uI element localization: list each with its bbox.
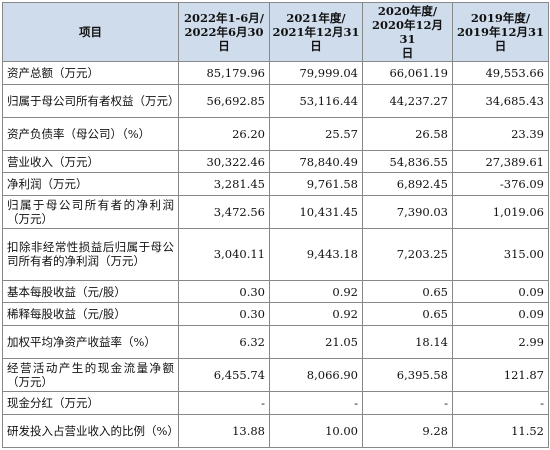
row-label: 基本每股收益（元/股） <box>2 279 179 304</box>
row-label: 营业收入（万元） <box>2 149 179 174</box>
table-row: 资产负债率（母公司）（%） 26.20 25.57 26.58 23.39 <box>2 116 549 151</box>
table-cell: 6.32 <box>178 325 270 360</box>
table-cell: 56,692.85 <box>178 83 270 118</box>
table-row: 归属于母公司所有者权益（万元） 56,692.85 53,116.44 44,237.… <box>2 83 549 118</box>
table-cell: 49,553.66 <box>452 61 549 85</box>
table-cell: 18.14 <box>362 325 453 360</box>
table-row: 营业收入（万元） 30,322.46 78,840.49 54,836.55 27,38… <box>2 149 549 174</box>
table-cell: 315.00 <box>452 228 549 281</box>
table-cell: -376.09 <box>452 172 549 197</box>
table-cell: 10,431.45 <box>269 195 363 230</box>
table-cell: 11.52 <box>452 413 549 449</box>
table-cell: 53,116.44 <box>269 83 363 118</box>
table-cell: - <box>269 391 363 415</box>
table-cell: 66,061.19 <box>362 61 453 85</box>
table-row: 扣除非经常性损益后归属于母公司所有者的净利润（万元） 3,040.11 9,443.… <box>2 228 549 281</box>
row-label: 加权平均净资产收益率（%） <box>2 325 179 360</box>
table-row: 经营活动产生的现金流量净额（万元） 6,455.74 8,066.90 6,395.5… <box>2 358 549 393</box>
table-row: 资产总额（万元） 85,179.96 79,999.04 66,061.19 49,55… <box>2 61 549 85</box>
table-cell: 0.92 <box>269 302 363 327</box>
table-cell: 0.92 <box>269 279 363 304</box>
column-header-period: 2022年1-6月/2022年6月30 日 <box>178 2 270 62</box>
table-cell: 0.65 <box>362 279 453 304</box>
table-cell: 23.39 <box>452 116 549 151</box>
table-cell: 27,389.61 <box>452 149 549 174</box>
header-row: 项目 2022年1-6月/2022年6月30 日 2021年度/2021年12月3… <box>2 2 549 62</box>
header-line: 2021年度/2021年12月31 日 <box>272 11 360 53</box>
table-cell: 1,019.06 <box>452 195 549 230</box>
table-row: 稀释每股收益（元/股） 0.30 0.92 0.65 0.09 <box>2 302 549 327</box>
table-row: 加权平均净资产收益率（%） 6.32 21.05 18.14 2.99 <box>2 325 549 360</box>
table-cell: 3,040.11 <box>178 228 270 281</box>
table-cell: 7,203.25 <box>362 228 453 281</box>
table-cell: 0.09 <box>452 279 549 304</box>
row-label: 资产总额（万元） <box>2 61 179 85</box>
table-row: 现金分红（万元） - - - - <box>2 391 549 415</box>
table-cell: 9,761.58 <box>269 172 363 197</box>
table-cell: 2.99 <box>452 325 549 360</box>
table-cell: 6,892.45 <box>362 172 453 197</box>
row-label: 经营活动产生的现金流量净额（万元） <box>2 358 179 393</box>
column-header-period: 2021年度/2021年12月31 日 <box>269 2 363 62</box>
table-cell: 6,395.58 <box>362 358 453 393</box>
table-cell: 10.00 <box>269 413 363 449</box>
table-cell: - <box>178 391 270 415</box>
table-cell: 30,322.46 <box>178 149 270 174</box>
table-row: 研发投入占营业收入的比例（%） 13.88 10.00 9.28 11.52 <box>2 413 549 449</box>
table-cell: 3,281.45 <box>178 172 270 197</box>
table-cell: - <box>362 391 453 415</box>
table-cell: 7,390.03 <box>362 195 453 230</box>
table-cell: 0.30 <box>178 279 270 304</box>
table-row: 净利润（万元） 3,281.45 9,761.58 6,892.45 -376.09 <box>2 172 549 197</box>
header-line: 2022年1-6月/2022年6月30 日 <box>184 11 264 53</box>
row-label: 归属于母公司所有者的净利润（万元） <box>2 195 179 230</box>
column-header-period: 2019年度/2019年12月31 日 <box>452 2 549 62</box>
table-cell: 26.20 <box>178 116 270 151</box>
table-row: 基本每股收益（元/股） 0.30 0.92 0.65 0.09 <box>2 279 549 304</box>
table-cell: 0.30 <box>178 302 270 327</box>
table-cell: - <box>452 391 549 415</box>
table-cell: 21.05 <box>269 325 363 360</box>
table-cell: 26.58 <box>362 116 453 151</box>
row-label: 资产负债率（母公司）（%） <box>2 116 179 151</box>
table-row: 归属于母公司所有者的净利润（万元） 3,472.56 10,431.45 7,390.… <box>2 195 549 230</box>
row-label: 扣除非经常性损益后归属于母公司所有者的净利润（万元） <box>2 228 179 281</box>
table-cell: 8,066.90 <box>269 358 363 393</box>
table-body: 资产总额（万元） 85,179.96 79,999.04 66,061.19 49,55… <box>2 61 549 449</box>
row-label: 净利润（万元） <box>2 172 179 197</box>
column-header-period: 2020年度/2020年12月31 日 <box>362 2 453 62</box>
table-cell: 9.28 <box>362 413 453 449</box>
table-cell: 6,455.74 <box>178 358 270 393</box>
table-cell: 34,685.43 <box>452 83 549 118</box>
row-label: 稀释每股收益（元/股） <box>2 302 179 327</box>
table-cell: 25.57 <box>269 116 363 151</box>
table-cell: 85,179.96 <box>178 61 270 85</box>
row-label: 研发投入占营业收入的比例（%） <box>2 413 179 449</box>
table-cell: 0.09 <box>452 302 549 327</box>
table-cell: 9,443.18 <box>269 228 363 281</box>
table-cell: 121.87 <box>452 358 549 393</box>
header-line: 2020年度/2020年12月31 日 <box>371 4 443 60</box>
row-label: 现金分红（万元） <box>2 391 179 415</box>
table-cell: 78,840.49 <box>269 149 363 174</box>
column-header-item: 项目 <box>2 2 179 62</box>
row-label: 归属于母公司所有者权益（万元） <box>2 83 179 118</box>
table-cell: 54,836.55 <box>362 149 453 174</box>
table-cell: 13.88 <box>178 413 270 449</box>
table-cell: 79,999.04 <box>269 61 363 85</box>
header-line: 2019年度/2019年12月31 日 <box>456 11 544 53</box>
table-cell: 0.65 <box>362 302 453 327</box>
table-cell: 44,237.27 <box>362 83 453 118</box>
table-cell: 3,472.56 <box>178 195 270 230</box>
